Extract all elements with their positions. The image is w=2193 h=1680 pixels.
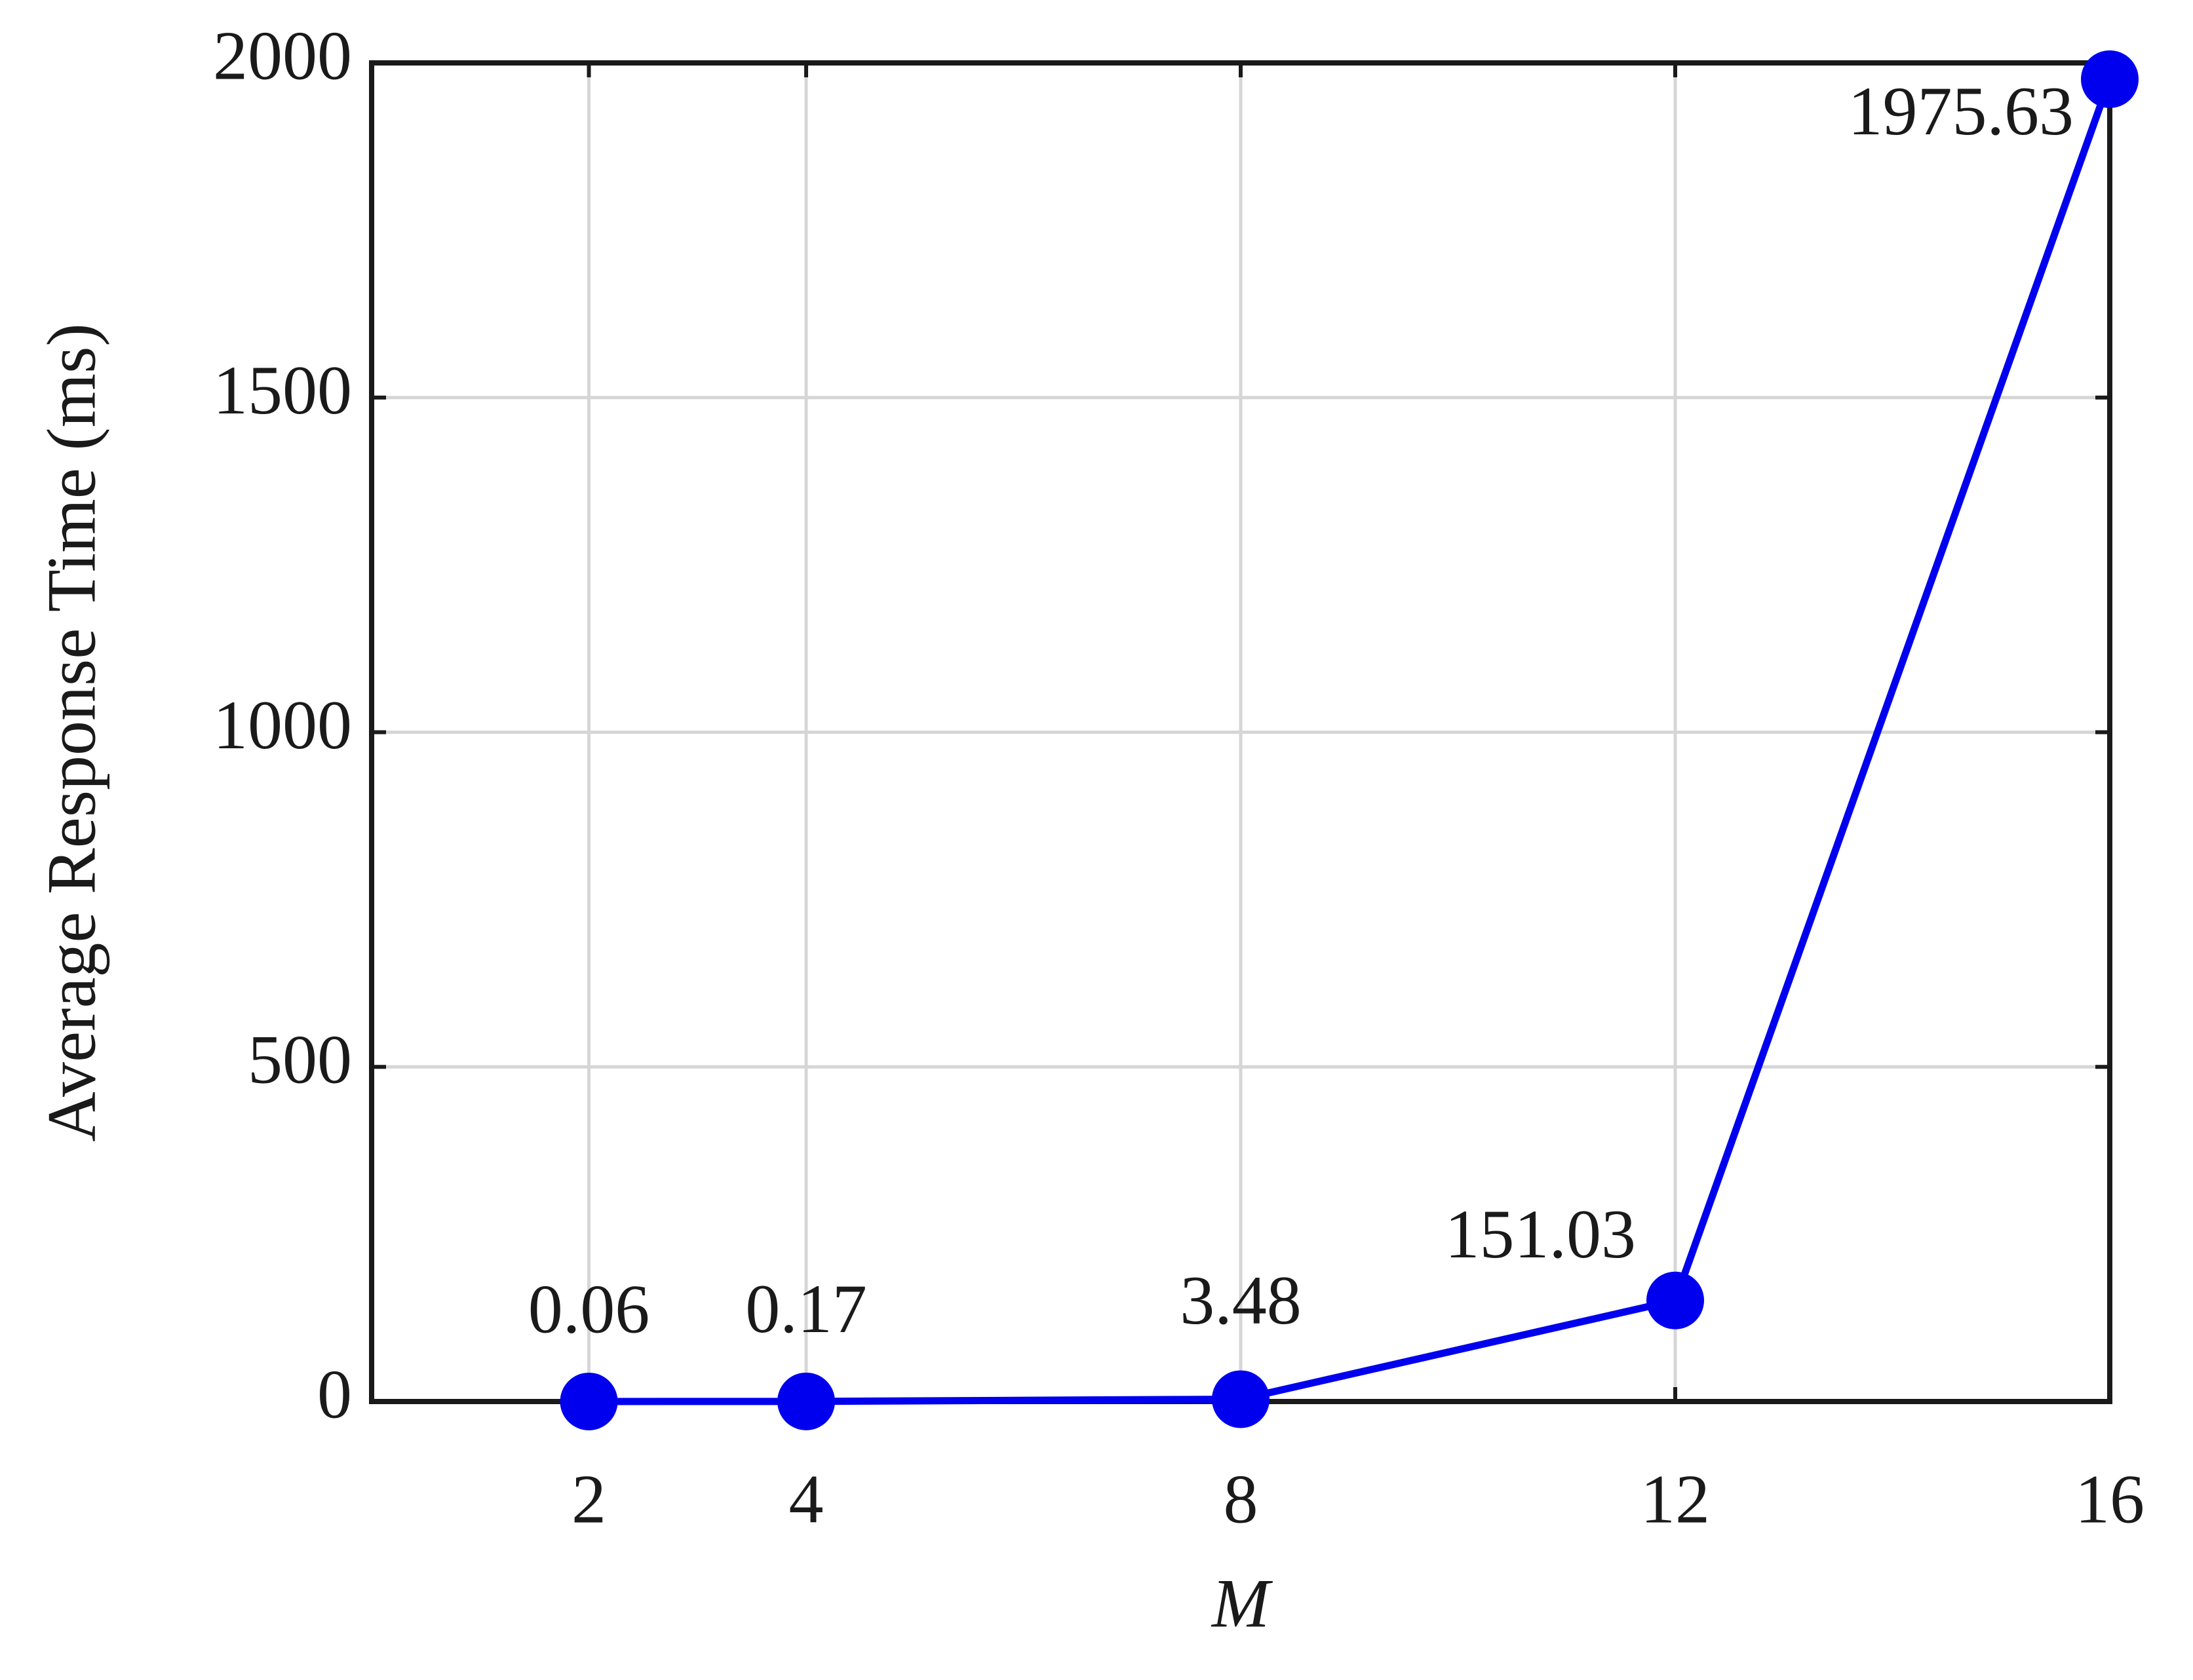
y-axis-label: Average Response Time (ms) bbox=[33, 323, 109, 1141]
x-tick-label: 16 bbox=[2075, 1460, 2144, 1537]
x-axis-label: M bbox=[1211, 1565, 1273, 1641]
data-point bbox=[1212, 1370, 1270, 1428]
data-point bbox=[2081, 50, 2139, 108]
data-label: 151.03 bbox=[1445, 1196, 1637, 1272]
data-label: 0.17 bbox=[745, 1270, 867, 1347]
data-point bbox=[1646, 1271, 1704, 1329]
x-tick-label: 2 bbox=[572, 1460, 606, 1537]
x-tick-label: 4 bbox=[789, 1460, 824, 1537]
y-tick-label: 2000 bbox=[213, 17, 352, 94]
x-tick-label: 12 bbox=[1640, 1460, 1710, 1537]
data-point bbox=[777, 1372, 835, 1430]
data-label: 3.48 bbox=[1180, 1262, 1302, 1339]
data-label: 1975.63 bbox=[1848, 73, 2074, 149]
data-point bbox=[560, 1372, 618, 1430]
y-tick-label: 1500 bbox=[213, 352, 352, 429]
y-tick-label: 0 bbox=[317, 1356, 352, 1432]
data-label: 0.06 bbox=[528, 1270, 650, 1347]
y-tick-label: 1000 bbox=[213, 687, 352, 763]
x-tick-label: 8 bbox=[1224, 1460, 1258, 1537]
y-tick-label: 500 bbox=[248, 1021, 352, 1098]
data-line bbox=[589, 78, 2114, 1405]
